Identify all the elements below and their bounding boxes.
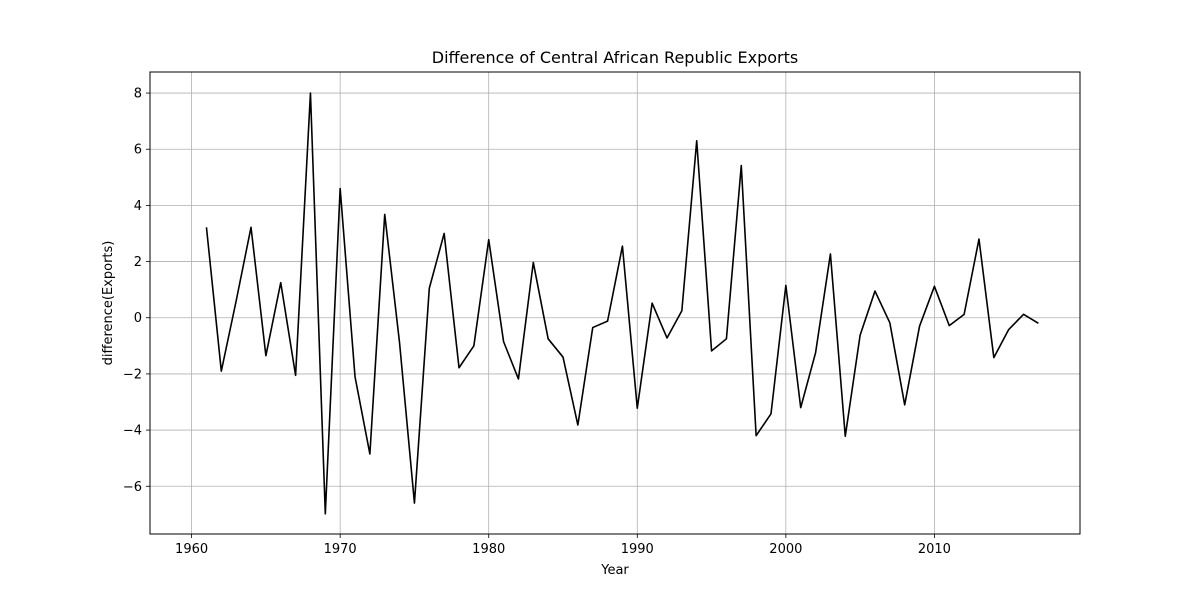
y-axis-title: difference(Exports) xyxy=(101,241,116,366)
plot-area-frame xyxy=(149,71,1081,535)
x-tick-label: 1970 xyxy=(324,542,357,557)
y-tick-label: 4 xyxy=(134,199,142,214)
y-tick-label: 8 xyxy=(134,87,142,102)
x-tick-label: 1990 xyxy=(621,542,654,557)
y-tick-label: −2 xyxy=(123,367,142,382)
y-axis: −6 −4 −2 0 2 4 6 8 xyxy=(123,87,150,495)
x-tick-label: 1980 xyxy=(472,542,505,557)
y-tick-label: 6 xyxy=(134,143,142,158)
x-tick-label: 2000 xyxy=(769,542,802,557)
x-tick-label: 1960 xyxy=(175,542,208,557)
series-layer xyxy=(205,92,1039,515)
y-tick-label: −6 xyxy=(123,480,142,495)
y-tick-label: −4 xyxy=(123,424,142,439)
x-axis: 1960 1970 1980 1990 2000 2010 xyxy=(175,534,951,557)
y-tick-label: 0 xyxy=(134,311,142,326)
series-line xyxy=(205,92,1039,515)
x-tick-label: 2010 xyxy=(918,542,951,557)
y-tick-label: 2 xyxy=(134,255,142,270)
chart-title: Difference of Central African Republic E… xyxy=(432,48,798,67)
x-axis-title: Year xyxy=(600,563,629,578)
